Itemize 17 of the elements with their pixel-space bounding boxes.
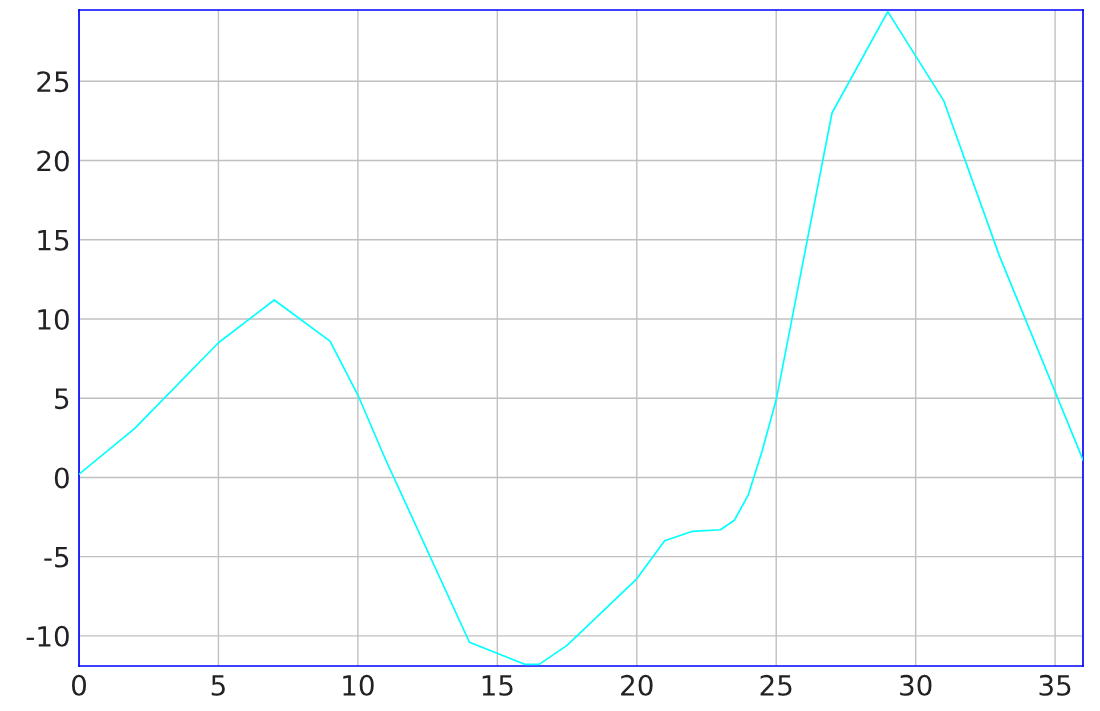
x-tick-label: 35: [1039, 674, 1071, 696]
y-tick-label: 5: [55, 388, 69, 410]
y-tick-label: 10: [38, 308, 69, 330]
y-tick-label: -10: [26, 625, 69, 647]
x-tick-label: 30: [900, 674, 932, 696]
x-tick-label: 25: [760, 674, 792, 696]
x-tick-label: 5: [211, 675, 225, 696]
line-series: [79, 10, 1083, 666]
y-tick-label: -5: [44, 546, 69, 568]
x-tick-label: 10: [343, 674, 374, 696]
y-tick-label: 15: [38, 230, 69, 251]
x-tick-label: 15: [482, 675, 513, 696]
y-tick-label: 0: [54, 467, 69, 489]
y-tick-label: 25: [37, 71, 69, 93]
y-tick-label: 20: [37, 150, 69, 172]
x-tick-label: 20: [621, 674, 653, 696]
x-tick-label: 0: [71, 674, 86, 696]
